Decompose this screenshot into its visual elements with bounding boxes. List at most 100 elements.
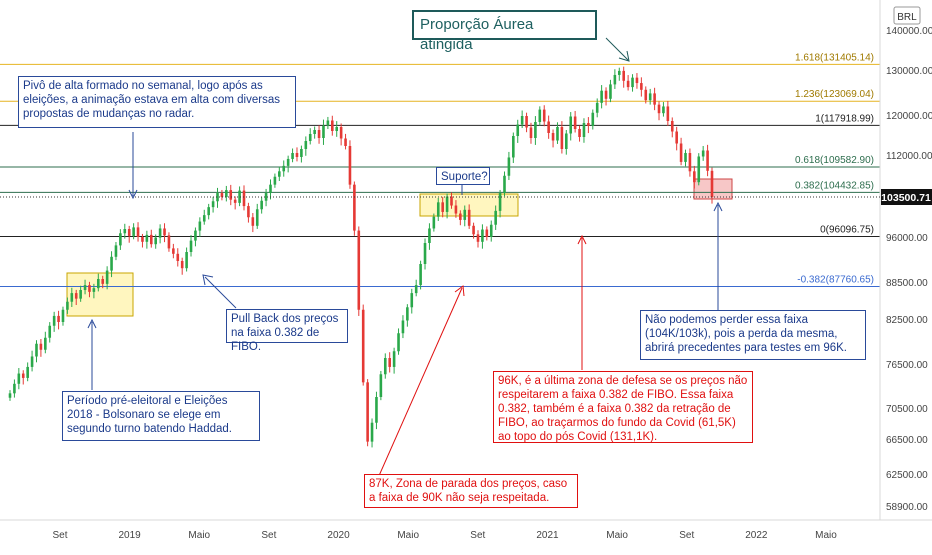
fib-label-0: 1.618(131405.14) bbox=[795, 52, 874, 63]
candle bbox=[445, 193, 449, 219]
candle-body bbox=[547, 121, 550, 133]
candle-body bbox=[291, 153, 294, 159]
candle-body bbox=[436, 202, 440, 217]
candle-body bbox=[697, 156, 701, 183]
candle bbox=[83, 279, 87, 295]
candle bbox=[264, 188, 268, 207]
candle-body bbox=[476, 234, 480, 242]
candle-body bbox=[216, 193, 219, 202]
candle-body bbox=[560, 127, 564, 149]
candle-body bbox=[463, 209, 467, 220]
candle-body bbox=[361, 309, 365, 383]
price-tick-7: 82500.00 bbox=[886, 315, 928, 326]
candle-body bbox=[57, 315, 60, 322]
price-tick-6: 88500.00 bbox=[886, 278, 928, 289]
candle-body bbox=[189, 240, 193, 252]
candle-body bbox=[180, 261, 184, 269]
candle-body bbox=[569, 116, 573, 134]
candle-body bbox=[710, 170, 714, 198]
candle-body bbox=[211, 201, 215, 208]
candle bbox=[331, 115, 334, 136]
price-tick-11: 62500.00 bbox=[886, 470, 928, 481]
candle bbox=[675, 126, 678, 151]
time-tick-0: Set bbox=[52, 530, 67, 541]
time-tick-5: Maio bbox=[397, 530, 419, 541]
candle bbox=[189, 235, 193, 257]
candle-body bbox=[83, 285, 87, 291]
candle-body bbox=[485, 229, 489, 237]
critical-zone-callout: Não podemos perder essa faixa (104K/103k… bbox=[640, 310, 866, 360]
candle-body bbox=[194, 230, 197, 241]
candle bbox=[635, 73, 639, 89]
candle-body bbox=[648, 93, 652, 101]
candle-body bbox=[414, 285, 418, 294]
candle bbox=[172, 243, 175, 259]
annotation-arrows bbox=[87, 37, 723, 479]
candle-body bbox=[229, 190, 233, 200]
candle-body bbox=[17, 373, 21, 384]
candle-body bbox=[207, 207, 210, 216]
candle bbox=[269, 179, 272, 200]
candle-body bbox=[123, 229, 127, 234]
candle bbox=[520, 110, 524, 129]
candle-body bbox=[13, 383, 16, 394]
candle-body bbox=[662, 106, 665, 114]
candle-body bbox=[286, 158, 290, 166]
candle bbox=[101, 275, 105, 289]
candle bbox=[79, 285, 82, 302]
candle-body bbox=[693, 171, 696, 183]
candle-body bbox=[79, 290, 82, 299]
pivot-arrow-head bbox=[128, 189, 138, 200]
candle-body bbox=[410, 293, 414, 308]
candle-body bbox=[255, 209, 259, 226]
candle bbox=[666, 100, 670, 126]
candle-body bbox=[503, 175, 506, 194]
candle bbox=[163, 223, 166, 243]
candle bbox=[198, 217, 202, 237]
candle-body bbox=[401, 320, 405, 334]
candle-body bbox=[542, 109, 546, 122]
time-tick-2: Maio bbox=[188, 530, 210, 541]
golden-ratio-callout: Proporção Áurea atingida bbox=[412, 10, 597, 53]
candle bbox=[648, 88, 652, 105]
candle-body bbox=[225, 190, 228, 198]
candle bbox=[697, 153, 701, 186]
candle bbox=[595, 98, 599, 118]
candle-body bbox=[300, 149, 303, 157]
candle bbox=[136, 222, 140, 242]
candle bbox=[339, 123, 343, 146]
candle bbox=[149, 229, 153, 248]
candle-body bbox=[247, 206, 250, 218]
candle bbox=[353, 181, 356, 236]
time-tick-3: Set bbox=[261, 530, 276, 541]
election-callout: Período pré-eleitoral e Eleições 2018 - … bbox=[62, 391, 260, 441]
candle-body bbox=[428, 228, 431, 243]
candle bbox=[569, 112, 573, 141]
candle-body bbox=[39, 343, 43, 350]
candle-body bbox=[101, 279, 105, 284]
candle-body bbox=[419, 264, 422, 286]
candle bbox=[185, 247, 188, 272]
candle bbox=[573, 110, 577, 133]
candle-body bbox=[149, 234, 153, 245]
candle-body bbox=[489, 224, 493, 237]
candle bbox=[145, 230, 149, 249]
candle bbox=[308, 128, 312, 145]
candle-body bbox=[635, 77, 639, 84]
candle bbox=[313, 126, 316, 139]
candle bbox=[414, 279, 418, 297]
zone-96k-callout: 96K, é a última zona de defesa se os pre… bbox=[493, 371, 753, 443]
candle bbox=[154, 234, 157, 249]
candle bbox=[61, 306, 65, 326]
time-tick-4: 2020 bbox=[327, 530, 350, 541]
candle-body bbox=[61, 309, 65, 322]
candle-body bbox=[432, 216, 436, 229]
candle bbox=[211, 196, 215, 213]
candle bbox=[631, 74, 634, 92]
candle bbox=[653, 87, 656, 111]
candle bbox=[609, 79, 612, 103]
candle-body bbox=[529, 127, 533, 138]
time-tick-1: 2019 bbox=[119, 530, 142, 541]
candle bbox=[534, 116, 537, 145]
